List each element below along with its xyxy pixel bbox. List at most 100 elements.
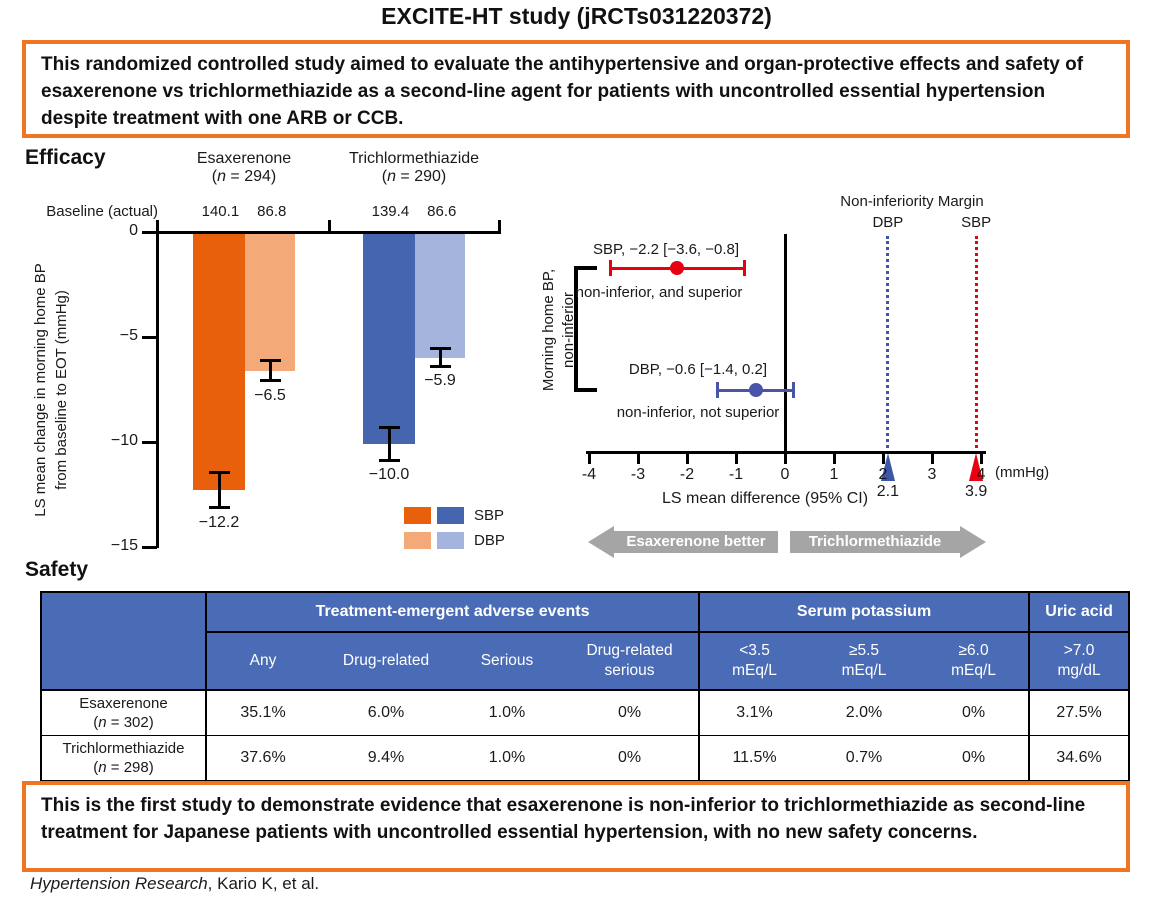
y-axis-title-line2: from baseline to EOT (mmHg) xyxy=(53,290,70,490)
arrow-head-right-icon xyxy=(960,526,986,558)
table-cell: 11.5% xyxy=(698,735,810,781)
group-header-trichlormethiazide: Trichlormethiazide (n = 290) xyxy=(334,150,494,186)
group-n: (n = 294) xyxy=(211,168,277,185)
axis-tick xyxy=(498,220,501,234)
legend-swatch-sbp-esaxerenone xyxy=(404,507,431,524)
arrow-label: Esaxerenone better xyxy=(614,531,778,553)
error-bar-esaxerenone-sbp xyxy=(209,471,230,509)
citation: Hypertension Research, Kario K, et al. xyxy=(30,874,319,894)
citation-journal: Hypertension Research xyxy=(30,874,208,893)
margin-line-sbp xyxy=(974,236,978,448)
zero-line xyxy=(784,234,787,453)
bracket-arm-bottom xyxy=(574,388,597,392)
col-group-teae: Treatment-emergent adverse events xyxy=(204,592,700,633)
table-cell: 3.1% xyxy=(698,690,810,736)
error-bar-esaxerenone-dbp xyxy=(260,359,281,382)
bracket-arm-top xyxy=(574,266,597,270)
margin-line-dbp xyxy=(886,236,890,448)
y-tick-label: −10 xyxy=(110,432,138,449)
table-cell: 1.0% xyxy=(453,735,561,781)
col-header-drug-related-serious: Drug-related serious xyxy=(561,632,700,691)
safety-table: Treatment-emergent adverse events Serum … xyxy=(40,591,1131,782)
group-name: Esaxerenone xyxy=(196,150,292,167)
legend-row-sbp: SBP xyxy=(404,503,505,528)
legend-swatch-dbp-trichlormethiazide xyxy=(437,532,464,549)
table-corner-cell xyxy=(41,592,206,691)
ci-result-sbp: non-inferior, and superior xyxy=(575,284,743,301)
bar-value-label: −6.5 xyxy=(254,387,286,404)
legend-swatch-sbp-trichlormethiazide xyxy=(437,507,464,524)
efficacy-heading: Efficacy xyxy=(25,146,106,169)
col-group-uric-acid: Uric acid xyxy=(1028,592,1130,633)
bar-value-label: −5.9 xyxy=(424,372,456,389)
table-cell: 0% xyxy=(919,690,1030,736)
legend-row-dbp: DBP xyxy=(404,528,505,553)
col-header-k-ge-5-5: ≥5.5 mEq/L xyxy=(809,632,920,691)
bar-esaxerenone-dbp xyxy=(245,234,295,371)
legend-label-sbp: SBP xyxy=(474,507,505,524)
table-cell: 0% xyxy=(561,690,700,736)
baseline-values-esaxerenone: 140.1 86.8 xyxy=(201,203,287,220)
y-tick-label: −15 xyxy=(110,537,138,554)
x-axis-label: LS mean difference (95% CI) xyxy=(661,490,869,507)
legend: SBP DBP xyxy=(404,503,505,553)
arrow-label: Trichlormethiazide better xyxy=(790,531,960,572)
bar-value-label: −12.2 xyxy=(198,514,240,531)
legend-swatch-dbp-esaxerenone xyxy=(404,532,431,549)
ci-label-sbp: SBP, −2.2 [−3.6, −0.8] xyxy=(592,241,740,258)
table-row-esaxerenone: Esaxerenone (n = 302) 35.1% 6.0% 1.0% 0%… xyxy=(41,690,1130,736)
margin-value-sbp: 3.9 xyxy=(964,483,988,500)
row-header-trichlormethiazide: Trichlormethiazide (n = 298) xyxy=(41,735,206,781)
group-n: (n = 290) xyxy=(381,168,447,185)
baseline-label: Baseline (actual) xyxy=(46,203,158,220)
bar-trichlormethiazide-dbp xyxy=(415,234,465,358)
conclusion-text: This is the first study to demonstrate e… xyxy=(41,795,1086,843)
legend-label-dbp: DBP xyxy=(474,532,505,549)
ci-label-dbp: DBP, −0.6 [−1.4, 0.2] xyxy=(628,361,768,378)
study-title: EXCITE-HT study (jRCTs031220372) xyxy=(381,3,772,29)
table-cell: 0% xyxy=(919,735,1030,781)
bracket xyxy=(574,266,578,392)
bar-trichlormethiazide-sbp xyxy=(363,234,415,444)
y-tick xyxy=(142,441,157,444)
margin-label-sbp: SBP xyxy=(961,214,992,231)
citation-authors: , Kario K, et al. xyxy=(207,874,320,893)
bar-value-label: −10.0 xyxy=(368,466,410,483)
ci-sbp xyxy=(608,260,746,276)
axis-tick xyxy=(156,220,159,234)
table-cell: 34.6% xyxy=(1028,735,1130,781)
col-group-serum-potassium: Serum potassium xyxy=(698,592,1030,633)
table-row-trichlormethiazide: Trichlormethiazide (n = 298) 37.6% 9.4% … xyxy=(41,735,1130,781)
col-header-k-ge-6-0: ≥6.0 mEq/L xyxy=(919,632,1030,691)
table-cell: 0.7% xyxy=(809,735,920,781)
bar-esaxerenone-sbp xyxy=(193,234,245,490)
ci-dbp xyxy=(716,382,795,398)
table-cell: 2.0% xyxy=(809,690,920,736)
col-header-serious: Serious xyxy=(453,632,561,691)
ci-result-dbp: non-inferior, not superior xyxy=(616,404,780,421)
conclusion-box: This is the first study to demonstrate e… xyxy=(22,781,1130,872)
error-bar-trichlormethiazide-dbp xyxy=(430,347,451,368)
table-cell: 9.4% xyxy=(319,735,453,781)
objective-box: This randomized controlled study aimed t… xyxy=(22,40,1130,138)
axis-tick xyxy=(328,220,331,234)
table-cell: 27.5% xyxy=(1028,690,1130,736)
axis-unit: (mmHg) xyxy=(995,464,1050,481)
baseline-values-trichlormethiazide: 139.4 86.6 xyxy=(371,203,457,220)
y-tick xyxy=(142,231,157,234)
col-header-drug-related: Drug-related xyxy=(319,632,453,691)
table-cell: 1.0% xyxy=(453,690,561,736)
row-header-esaxerenone: Esaxerenone (n = 302) xyxy=(41,690,206,736)
y-tick-label: 0 xyxy=(129,222,138,239)
group-header-esaxerenone: Esaxerenone (n = 294) xyxy=(164,150,324,186)
table-cell: 6.0% xyxy=(319,690,453,736)
y-axis xyxy=(156,232,159,548)
error-bar-trichlormethiazide-sbp xyxy=(379,426,400,462)
y-tick xyxy=(142,546,157,549)
ci-dot-sbp xyxy=(670,261,685,275)
col-header-k-lt-3-5: <3.5 mEq/L xyxy=(698,632,810,691)
objective-text: This randomized controlled study aimed t… xyxy=(41,54,1084,129)
group-name: Trichlormethiazide xyxy=(348,150,480,167)
noninferiority-margin-heading: Non-inferiority Margin xyxy=(840,193,984,210)
